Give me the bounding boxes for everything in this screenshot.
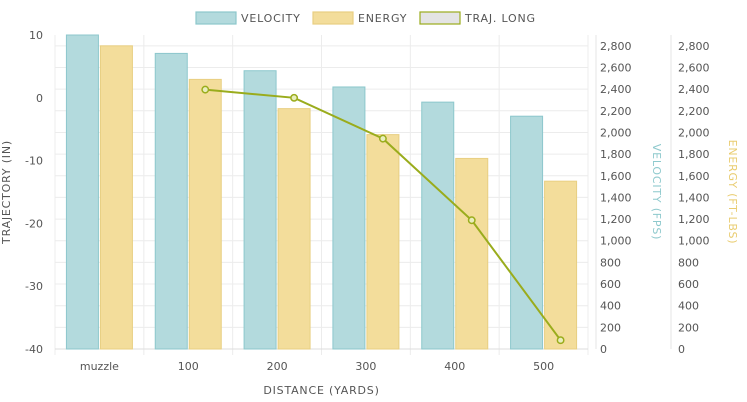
gridlines <box>54 35 589 355</box>
velocity-bar <box>421 101 455 350</box>
legend-label: TRAJ. LONG <box>464 12 536 25</box>
velocity-tick-label: 1,200 <box>600 213 632 226</box>
energy-tick-label: 1,000 <box>678 235 710 248</box>
energy-tick-label: 600 <box>678 278 699 291</box>
energy-tick-label: 2,600 <box>678 61 710 74</box>
velocity-tick-label: 1,800 <box>600 148 632 161</box>
energy-tick-label: 0 <box>678 343 685 356</box>
energy-tick-label: 2,800 <box>678 40 710 53</box>
energy-bar <box>366 134 400 350</box>
y-left-tick-label: -20 <box>25 217 43 230</box>
bar-series <box>65 34 578 350</box>
energy-tick-label: 2,200 <box>678 105 710 118</box>
energy-tick-label: 2,000 <box>678 126 710 139</box>
velocity-tick-label: 2,000 <box>600 126 632 139</box>
velocity-tick-label: 1,400 <box>600 191 632 204</box>
trajectory-point <box>201 85 210 94</box>
y-left-tick-label: 0 <box>36 92 43 105</box>
energy-tick-label: 1,400 <box>678 191 710 204</box>
legend-swatch <box>195 11 237 25</box>
velocity-tick-label: 0 <box>600 343 607 356</box>
velocity-tick-label: 1,600 <box>600 170 632 183</box>
x-tick-label: 200 <box>267 360 288 373</box>
velocity-bar <box>65 34 99 350</box>
velocity-bar <box>154 52 188 350</box>
trajectory-point <box>290 93 299 102</box>
energy-tick-label: 400 <box>678 300 699 313</box>
velocity-bar <box>243 70 277 350</box>
y-left-tick-label: -30 <box>25 280 43 293</box>
energy-tick-label: 2,400 <box>678 83 710 96</box>
energy-bar <box>99 45 133 350</box>
energy-tick-label: 1,800 <box>678 148 710 161</box>
trajectory-point <box>556 336 565 345</box>
velocity-bar <box>332 86 366 350</box>
legend-label: ENERGY <box>358 12 407 25</box>
y-left-tick-label: -10 <box>25 155 43 168</box>
velocity-tick-label: 600 <box>600 278 621 291</box>
energy-tick-label: 200 <box>678 321 699 334</box>
trajectory-point <box>467 216 476 225</box>
velocity-tick-label: 2,200 <box>600 105 632 118</box>
energy-axis-title: ENERGY (FT-LBS) <box>726 140 739 245</box>
y-left-axis-title: TRAJECTORY (IN) <box>0 140 13 245</box>
velocity-tick-label: 2,800 <box>600 40 632 53</box>
x-tick-label: 400 <box>444 360 465 373</box>
velocity-tick-label: 800 <box>600 256 621 269</box>
velocity-tick-label: 400 <box>600 300 621 313</box>
energy-bar <box>277 108 311 350</box>
legend-swatch <box>419 11 461 25</box>
energy-bar <box>455 157 489 350</box>
velocity-tick-label: 1,000 <box>600 235 632 248</box>
x-axis-title: DISTANCE (YARDS) <box>263 384 379 397</box>
velocity-tick-label: 200 <box>600 321 621 334</box>
x-tick-label: 300 <box>355 360 376 373</box>
velocity-bar <box>510 115 544 350</box>
velocity-tick-label: 2,400 <box>600 83 632 96</box>
x-tick-label: 100 <box>178 360 199 373</box>
x-tick-label: muzzle <box>80 360 119 373</box>
energy-tick-label: 800 <box>678 256 699 269</box>
velocity-axis-title: VELOCITY (FPS) <box>650 144 663 240</box>
velocity-tick-label: 2,600 <box>600 61 632 74</box>
energy-tick-label: 1,600 <box>678 170 710 183</box>
energy-tick-label: 1,200 <box>678 213 710 226</box>
legend-swatch <box>312 11 354 25</box>
energy-bar <box>188 78 222 350</box>
energy-bar <box>544 180 578 350</box>
legend: VELOCITY ENERGY TRAJ. LONG <box>195 11 536 25</box>
x-tick-label: 500 <box>533 360 554 373</box>
trajectory-point <box>378 134 387 143</box>
y-left-tick-label: -40 <box>25 343 43 356</box>
legend-label: VELOCITY <box>241 12 301 25</box>
trajectory-line-series <box>201 85 565 345</box>
y-left-tick-label: 10 <box>29 29 43 42</box>
